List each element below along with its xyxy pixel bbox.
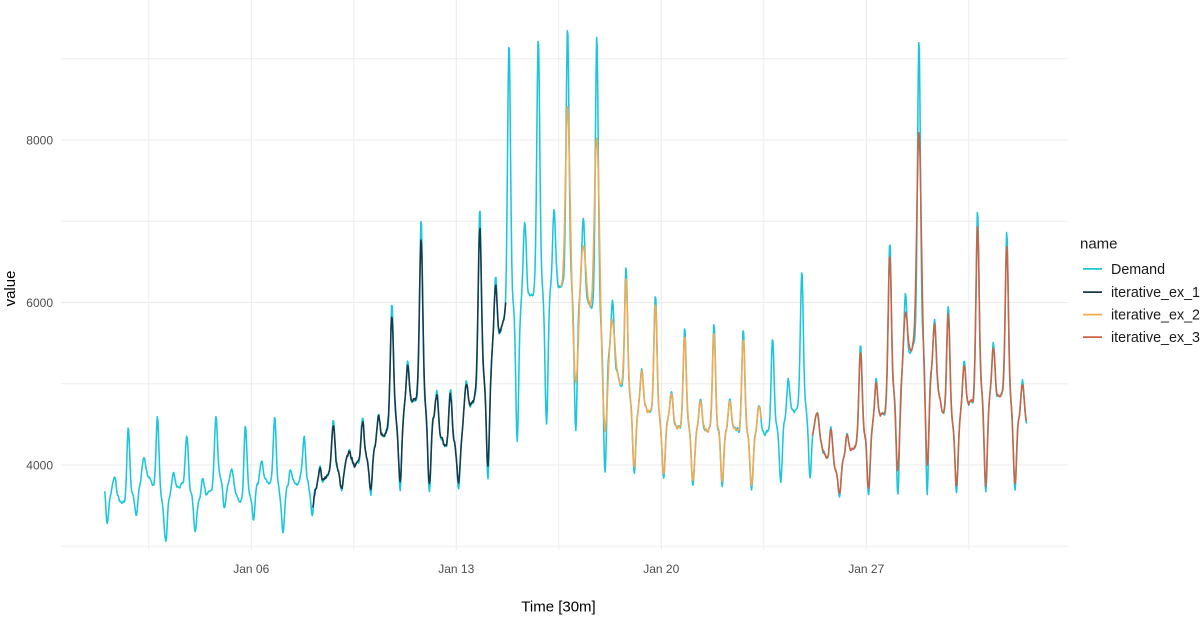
svg-text:name: name	[1080, 235, 1118, 252]
svg-text:iterative_ex_3: iterative_ex_3	[1111, 330, 1200, 346]
svg-text:8000: 8000	[26, 133, 53, 147]
svg-text:iterative_ex_2: iterative_ex_2	[1111, 308, 1200, 324]
svg-text:Time [30m]: Time [30m]	[521, 599, 595, 616]
svg-text:Demand: Demand	[1111, 262, 1165, 278]
svg-text:Jan 06: Jan 06	[233, 562, 269, 576]
svg-text:value: value	[2, 271, 19, 307]
svg-text:Jan 13: Jan 13	[438, 562, 474, 576]
svg-text:Jan 27: Jan 27	[848, 562, 884, 576]
svg-text:6000: 6000	[26, 296, 53, 310]
svg-text:Jan 20: Jan 20	[643, 562, 679, 576]
svg-text:iterative_ex_1: iterative_ex_1	[1111, 285, 1200, 301]
svg-text:4000: 4000	[26, 458, 53, 472]
